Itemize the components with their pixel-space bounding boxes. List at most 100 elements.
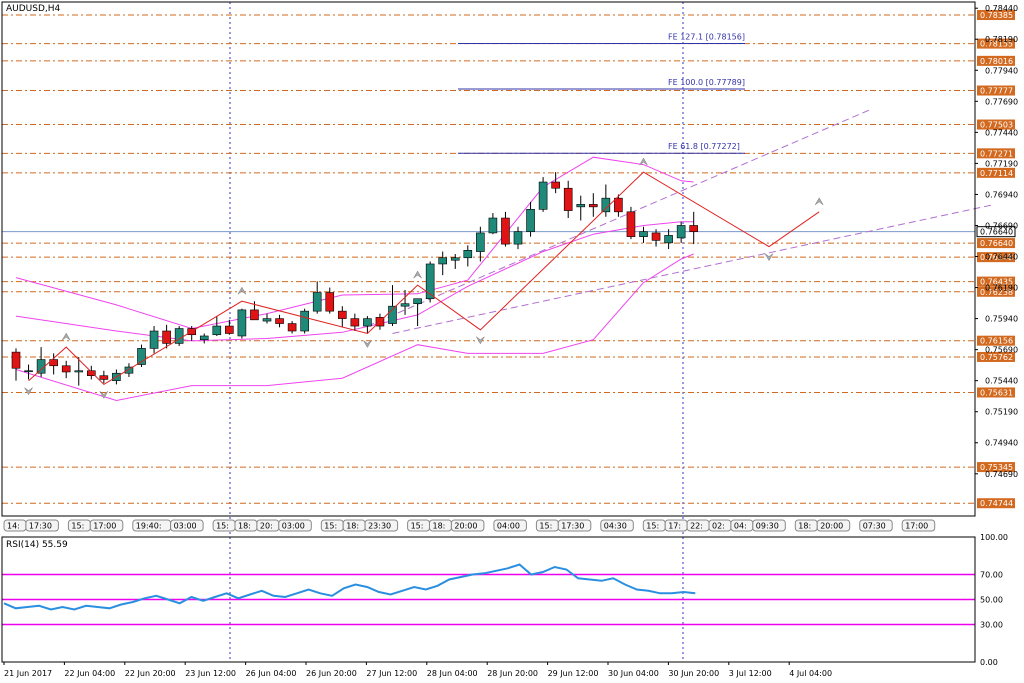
rsi-panel[interactable]: [2, 563, 975, 626]
price-level-tag: 0.77271: [977, 148, 1015, 159]
price-panel-frame: [1, 1, 976, 517]
session-marker-label: 14:: [7, 522, 20, 531]
candle-body: [388, 305, 397, 324]
candle: [476, 226, 485, 262]
fib-expansion-label: FE 100.0 [0.77789]: [668, 78, 745, 87]
rsi-axis-label: 30.00: [980, 621, 1003, 630]
fib-expansion-label: FE 127.1 [0.78156]: [668, 32, 745, 41]
session-marker-label: 15:: [324, 522, 337, 531]
session-marker-bg: [901, 519, 936, 532]
price-level-tag-bg: [977, 238, 1015, 249]
candle: [413, 298, 422, 327]
candle: [538, 177, 548, 212]
candle: [325, 287, 335, 314]
session-marker-label: 15:: [216, 522, 229, 531]
session-marker: 15:: [212, 519, 236, 532]
fractal-arrow: [814, 197, 824, 206]
session-marker-label: 20:00: [820, 522, 843, 531]
session-marker: 19:40:: [132, 519, 172, 532]
price-level-tag: 0.74744: [977, 498, 1015, 509]
fractal-arrow: [639, 157, 648, 166]
price-level-label: 0.74744: [980, 499, 1013, 508]
fractal-arrow: [61, 332, 71, 341]
session-marker: 15:: [535, 519, 559, 532]
price-level-tag-bg: [977, 286, 1015, 297]
session-marker: 04:: [730, 519, 754, 532]
session-marker: 07:30: [859, 519, 893, 532]
time-axis-label: 30 Jun 04:00: [608, 669, 659, 678]
price-level-tag: 0.76435: [977, 276, 1015, 287]
session-marker: 17:00: [89, 519, 124, 532]
session-marker: 20:00: [816, 519, 851, 532]
candle: [124, 363, 134, 377]
fib-expansion-label: FE 61.8 [0.77272]: [668, 142, 740, 151]
candle-body: [563, 187, 573, 211]
candle-body: [237, 309, 247, 337]
zigzag-line: [28, 171, 820, 386]
time-axis-label: 22 Jun 04:00: [64, 669, 115, 678]
price-level-tag: 0.76156: [977, 335, 1015, 346]
candle-body: [312, 292, 322, 312]
fractal-arrow: [363, 340, 372, 348]
candle: [601, 184, 611, 217]
candle: [149, 326, 159, 354]
price-axis-label: 0.76690: [985, 221, 1018, 230]
session-marker-bg: [816, 519, 851, 532]
price-level-tag-bg: [977, 38, 1015, 49]
candle-body: [601, 197, 611, 213]
candle-body: [463, 250, 473, 259]
rsi-series-line: [3, 563, 696, 611]
candle: [388, 285, 397, 327]
session-marker: 02:: [708, 519, 732, 532]
session-marker: 17:30: [557, 519, 592, 532]
price-level-label: 0.76548: [980, 253, 1013, 262]
price-level-tag: 0.75345: [977, 462, 1015, 473]
session-marker: 18:: [234, 519, 258, 532]
session-marker: 17:00: [901, 519, 936, 532]
candle: [162, 324, 171, 349]
candle-body: [262, 318, 272, 322]
price-level-tag-bg: [977, 148, 1015, 159]
price-level-label: 0.78385: [980, 11, 1013, 20]
session-marker-label: 18:: [798, 522, 811, 531]
price-level-tag: 0.77114: [977, 167, 1015, 178]
candle: [488, 213, 498, 235]
candle: [74, 357, 84, 386]
candle-body: [438, 257, 448, 265]
fractal-arrow: [413, 270, 422, 279]
candle-body: [137, 348, 146, 365]
session-marker-label: 15:: [411, 522, 424, 531]
candle: [11, 348, 21, 381]
candle: [337, 306, 347, 328]
session-marker-label: 09:30: [756, 522, 779, 531]
session-marker-bg: [278, 519, 312, 532]
time-axis-label: 27 Jun 12:00: [366, 669, 417, 678]
price-panel[interactable]: FE 127.1 [0.78156] FE 100.0 [0.77789] FE 6…: [2, 2, 996, 662]
price-level-tag: 0.77503: [977, 119, 1015, 130]
candle-body: [676, 225, 686, 239]
bollinger-lower: [15, 253, 694, 402]
candle: [450, 254, 460, 269]
session-marker-label: 07:30: [863, 522, 886, 531]
candle-body: [588, 204, 598, 208]
price-axis-label: 0.76190: [985, 284, 1018, 293]
session-marker: 17:: [664, 519, 688, 532]
time-axis-label: 21 Jun 2017: [4, 669, 52, 678]
session-marker: 18:: [342, 519, 366, 532]
candle-body: [425, 263, 435, 300]
price-level-label: 0.76640: [980, 239, 1013, 248]
session-marker: 04:30: [600, 519, 634, 532]
price-level-label: 0.78155: [980, 40, 1013, 49]
price-level-label: 0.76435: [980, 278, 1013, 287]
price-axis-label: 0.77190: [985, 159, 1018, 168]
candle-body: [61, 365, 71, 373]
time-axis-label: 4 Jul 04:00: [789, 669, 832, 678]
time-axis-label: 22 Jun 20:00: [125, 669, 176, 678]
price-axis-label: 0.78190: [985, 35, 1018, 44]
candle-body: [576, 204, 586, 208]
price-axis-label: 0.77440: [985, 128, 1018, 137]
candle-body: [664, 235, 673, 244]
candle: [639, 226, 648, 243]
candle-body: [651, 232, 661, 241]
candle-body: [275, 318, 284, 324]
